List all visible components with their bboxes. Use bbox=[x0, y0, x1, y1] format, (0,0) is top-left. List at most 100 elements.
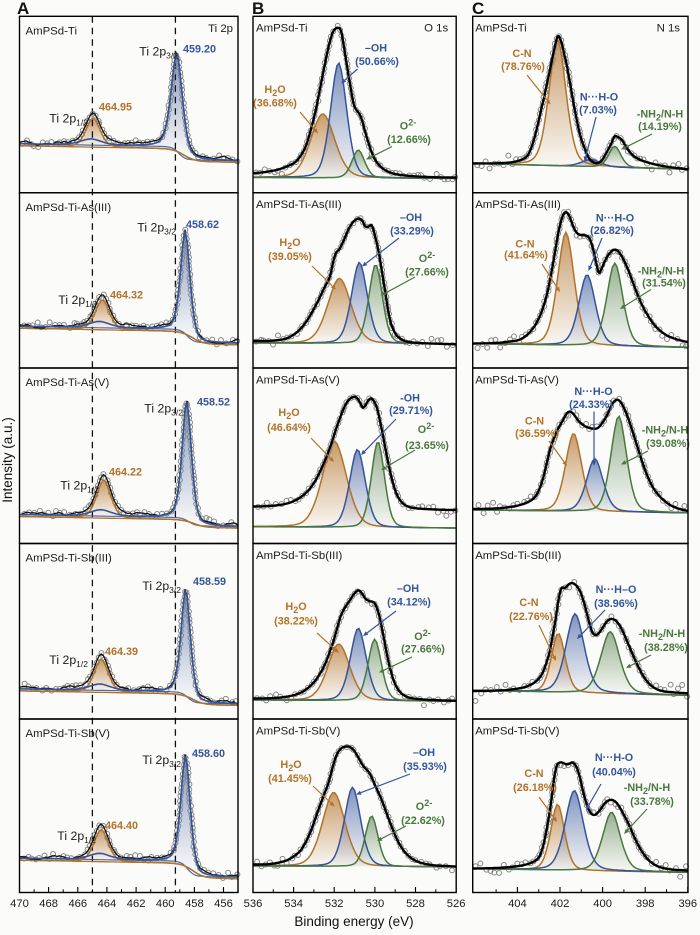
svg-text:AmPSd-Ti-Sb(III): AmPSd-Ti-Sb(III) bbox=[256, 550, 342, 562]
svg-text:530: 530 bbox=[366, 898, 385, 910]
svg-text:462: 462 bbox=[127, 898, 146, 910]
svg-text:464.40: 464.40 bbox=[105, 820, 138, 832]
svg-text:C-N: C-N bbox=[519, 597, 538, 609]
svg-text:(38.96%): (38.96%) bbox=[594, 598, 638, 610]
svg-text:AmPSd-Ti: AmPSd-Ti bbox=[256, 23, 307, 35]
svg-text:-NH2/N-H: -NH2/N-H bbox=[637, 109, 684, 123]
svg-text:(31.54%): (31.54%) bbox=[642, 278, 686, 290]
svg-text:AmPSd-Ti-As(III): AmPSd-Ti-As(III) bbox=[26, 202, 112, 214]
svg-text:(7.03%): (7.03%) bbox=[579, 105, 617, 117]
svg-text:464: 464 bbox=[98, 898, 117, 910]
svg-text:(26.18%): (26.18%) bbox=[513, 782, 557, 794]
svg-text:(39.08%): (39.08%) bbox=[646, 438, 690, 450]
svg-text:AmPSd-Ti-Sb(V): AmPSd-Ti-Sb(V) bbox=[475, 725, 560, 737]
svg-text:466: 466 bbox=[68, 898, 87, 910]
svg-text:528: 528 bbox=[406, 898, 425, 910]
svg-text:(22.62%): (22.62%) bbox=[401, 815, 445, 827]
svg-text:-NH2/N-H: -NH2/N-H bbox=[624, 782, 671, 796]
svg-text:AmPSd-Ti-As(V): AmPSd-Ti-As(V) bbox=[256, 374, 340, 386]
svg-text:A: A bbox=[17, 0, 29, 18]
svg-text:N···H-O: N···H-O bbox=[580, 92, 618, 104]
svg-text:–OH: –OH bbox=[397, 583, 419, 595]
svg-text:(14.19%): (14.19%) bbox=[638, 121, 682, 133]
svg-text:AmPSd-Ti-As(III): AmPSd-Ti-As(III) bbox=[256, 199, 342, 211]
svg-text:468: 468 bbox=[39, 898, 58, 910]
svg-text:(34.12%): (34.12%) bbox=[387, 597, 431, 609]
svg-text:464.22: 464.22 bbox=[109, 467, 142, 479]
svg-text:458.52: 458.52 bbox=[197, 397, 230, 409]
svg-text:(46.64%): (46.64%) bbox=[267, 422, 311, 434]
svg-text:(24.33%): (24.33%) bbox=[569, 399, 613, 411]
svg-text:464.39: 464.39 bbox=[105, 646, 138, 658]
svg-text:(29.71%): (29.71%) bbox=[389, 405, 433, 417]
svg-text:H2O: H2O bbox=[278, 407, 299, 421]
svg-text:N···H-O: N···H-O bbox=[574, 386, 612, 398]
svg-text:–OH: –OH bbox=[413, 747, 435, 759]
svg-text:C: C bbox=[472, 0, 484, 18]
svg-text:(27.66%): (27.66%) bbox=[405, 267, 449, 279]
svg-text:(22.76%): (22.76%) bbox=[509, 611, 553, 623]
svg-text:O 1s: O 1s bbox=[424, 23, 448, 35]
svg-text:AmPSd-Ti-As(III): AmPSd-Ti-As(III) bbox=[475, 199, 561, 211]
svg-text:(36.68%): (36.68%) bbox=[253, 98, 297, 110]
svg-text:(27.66%): (27.66%) bbox=[401, 644, 445, 656]
svg-text:AmPSd-Ti: AmPSd-Ti bbox=[475, 23, 526, 35]
svg-text:N···H-O: N···H-O bbox=[595, 752, 633, 764]
svg-text:526: 526 bbox=[447, 898, 466, 910]
svg-text:C-N: C-N bbox=[525, 416, 544, 428]
svg-text:458.62: 458.62 bbox=[186, 219, 219, 231]
svg-text:458: 458 bbox=[185, 898, 204, 910]
svg-text:464.32: 464.32 bbox=[110, 289, 143, 301]
svg-text:N···H-O: N···H-O bbox=[596, 213, 634, 225]
svg-text:AmPSd-Ti-Sb(V): AmPSd-Ti-Sb(V) bbox=[26, 728, 111, 740]
svg-text:H2O: H2O bbox=[264, 84, 285, 98]
svg-text:459.20: 459.20 bbox=[183, 43, 216, 55]
svg-text:(41.64%): (41.64%) bbox=[504, 250, 548, 262]
svg-text:C-N: C-N bbox=[512, 48, 531, 60]
svg-text:536: 536 bbox=[244, 898, 263, 910]
svg-text:(50.66%): (50.66%) bbox=[355, 56, 399, 68]
svg-text:456: 456 bbox=[214, 898, 233, 910]
svg-text:B: B bbox=[252, 0, 264, 18]
svg-text:458.60: 458.60 bbox=[192, 748, 225, 760]
svg-text:AmPSd-Ti-As(V): AmPSd-Ti-As(V) bbox=[475, 374, 559, 386]
svg-text:402: 402 bbox=[551, 898, 570, 910]
svg-text:H2O: H2O bbox=[279, 237, 300, 251]
svg-text:(40.04%): (40.04%) bbox=[592, 767, 636, 779]
svg-text:(12.66%): (12.66%) bbox=[387, 134, 431, 146]
svg-text:-NH2/N-H: -NH2/N-H bbox=[638, 266, 685, 280]
svg-text:(41.45%): (41.45%) bbox=[268, 773, 312, 785]
svg-text:C-N: C-N bbox=[524, 768, 543, 780]
svg-text:–OH: –OH bbox=[365, 43, 387, 55]
svg-text:(35.93%): (35.93%) bbox=[403, 761, 447, 773]
svg-text:(33.78%): (33.78%) bbox=[630, 796, 674, 808]
svg-text:(26.82%): (26.82%) bbox=[590, 225, 634, 237]
svg-text:–OH: –OH bbox=[400, 212, 422, 224]
svg-text:532: 532 bbox=[325, 898, 344, 910]
svg-text:(38.28%): (38.28%) bbox=[644, 642, 688, 654]
svg-text:AmPSd-Ti: AmPSd-Ti bbox=[26, 25, 77, 37]
svg-text:(38.22%): (38.22%) bbox=[274, 616, 318, 628]
svg-text:(78.76%): (78.76%) bbox=[501, 61, 545, 73]
svg-text:396: 396 bbox=[678, 898, 697, 910]
svg-text:398: 398 bbox=[636, 898, 655, 910]
svg-text:AmPSd-Ti-Sb(V): AmPSd-Ti-Sb(V) bbox=[256, 725, 341, 737]
svg-text:H2O: H2O bbox=[285, 601, 306, 615]
svg-text:N···H–O: N···H–O bbox=[596, 584, 637, 596]
svg-text:-OH: -OH bbox=[400, 393, 420, 405]
svg-text:Intensity (a.u.): Intensity (a.u.) bbox=[0, 417, 15, 503]
svg-text:Binding energy (eV): Binding energy (eV) bbox=[294, 914, 413, 929]
svg-text:-NH2/N-H: -NH2/N-H bbox=[642, 425, 689, 439]
svg-text:(33.29%): (33.29%) bbox=[390, 226, 434, 238]
svg-text:-NH2/N-H: -NH2/N-H bbox=[639, 628, 686, 642]
svg-text:460: 460 bbox=[156, 898, 175, 910]
svg-text:470: 470 bbox=[10, 898, 29, 910]
svg-text:N 1s: N 1s bbox=[657, 23, 681, 35]
svg-text:AmPSd-Ti-As(V): AmPSd-Ti-As(V) bbox=[26, 377, 110, 389]
svg-text:C-N: C-N bbox=[515, 239, 534, 251]
svg-text:534: 534 bbox=[284, 898, 303, 910]
svg-text:H2O: H2O bbox=[280, 759, 301, 773]
svg-text:458.59: 458.59 bbox=[193, 576, 226, 588]
svg-text:464.95: 464.95 bbox=[99, 101, 132, 113]
svg-text:AmPSd-Ti-Sb(III): AmPSd-Ti-Sb(III) bbox=[475, 550, 561, 562]
